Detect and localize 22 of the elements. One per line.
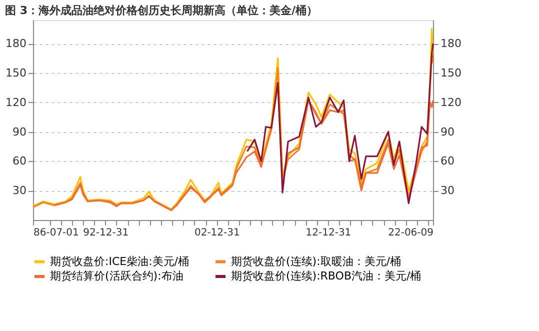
y-tick-label: 150 (6, 66, 26, 80)
y2-tick-label: 180 (440, 37, 462, 50)
x-tick-label: 92-12-31 (83, 228, 129, 238)
x-tick-label: 86-07-01 (34, 228, 79, 238)
y-tick-label: 120 (6, 96, 26, 109)
y2-tick-label: 90 (440, 125, 454, 138)
y-tick-label: 180 (6, 37, 26, 50)
legend-label: 期货结算价(活跃合约):布油 (50, 270, 184, 282)
legend-label: 期货收盘价(连续):RBOB汽油：美元/桶 (231, 270, 422, 282)
y-tick-label: 30 (12, 184, 26, 198)
y-tick-label: 60 (12, 154, 26, 168)
y2-tick-label: 150 (440, 66, 462, 80)
x-tick-label: 12-12-31 (306, 228, 352, 238)
y-tick-label: 90 (12, 125, 26, 138)
x-tick-label: 02-12-31 (194, 228, 240, 238)
x-tick-label: 22-06-09 (388, 228, 434, 238)
legend-label: 期货收盘价(连续):取暖油：美元/桶 (231, 254, 401, 268)
y2-tick-label: 120 (440, 96, 462, 109)
y2-tick-label: 60 (440, 154, 454, 168)
chart-title: 图 3：海外成品油绝对价格创历史长周期新高（单位：美金/桶） (5, 4, 318, 17)
y2-tick-label: 30 (440, 184, 454, 198)
legend-label: 期货收盘价:ICE柴油:美元/桶 (50, 254, 189, 268)
